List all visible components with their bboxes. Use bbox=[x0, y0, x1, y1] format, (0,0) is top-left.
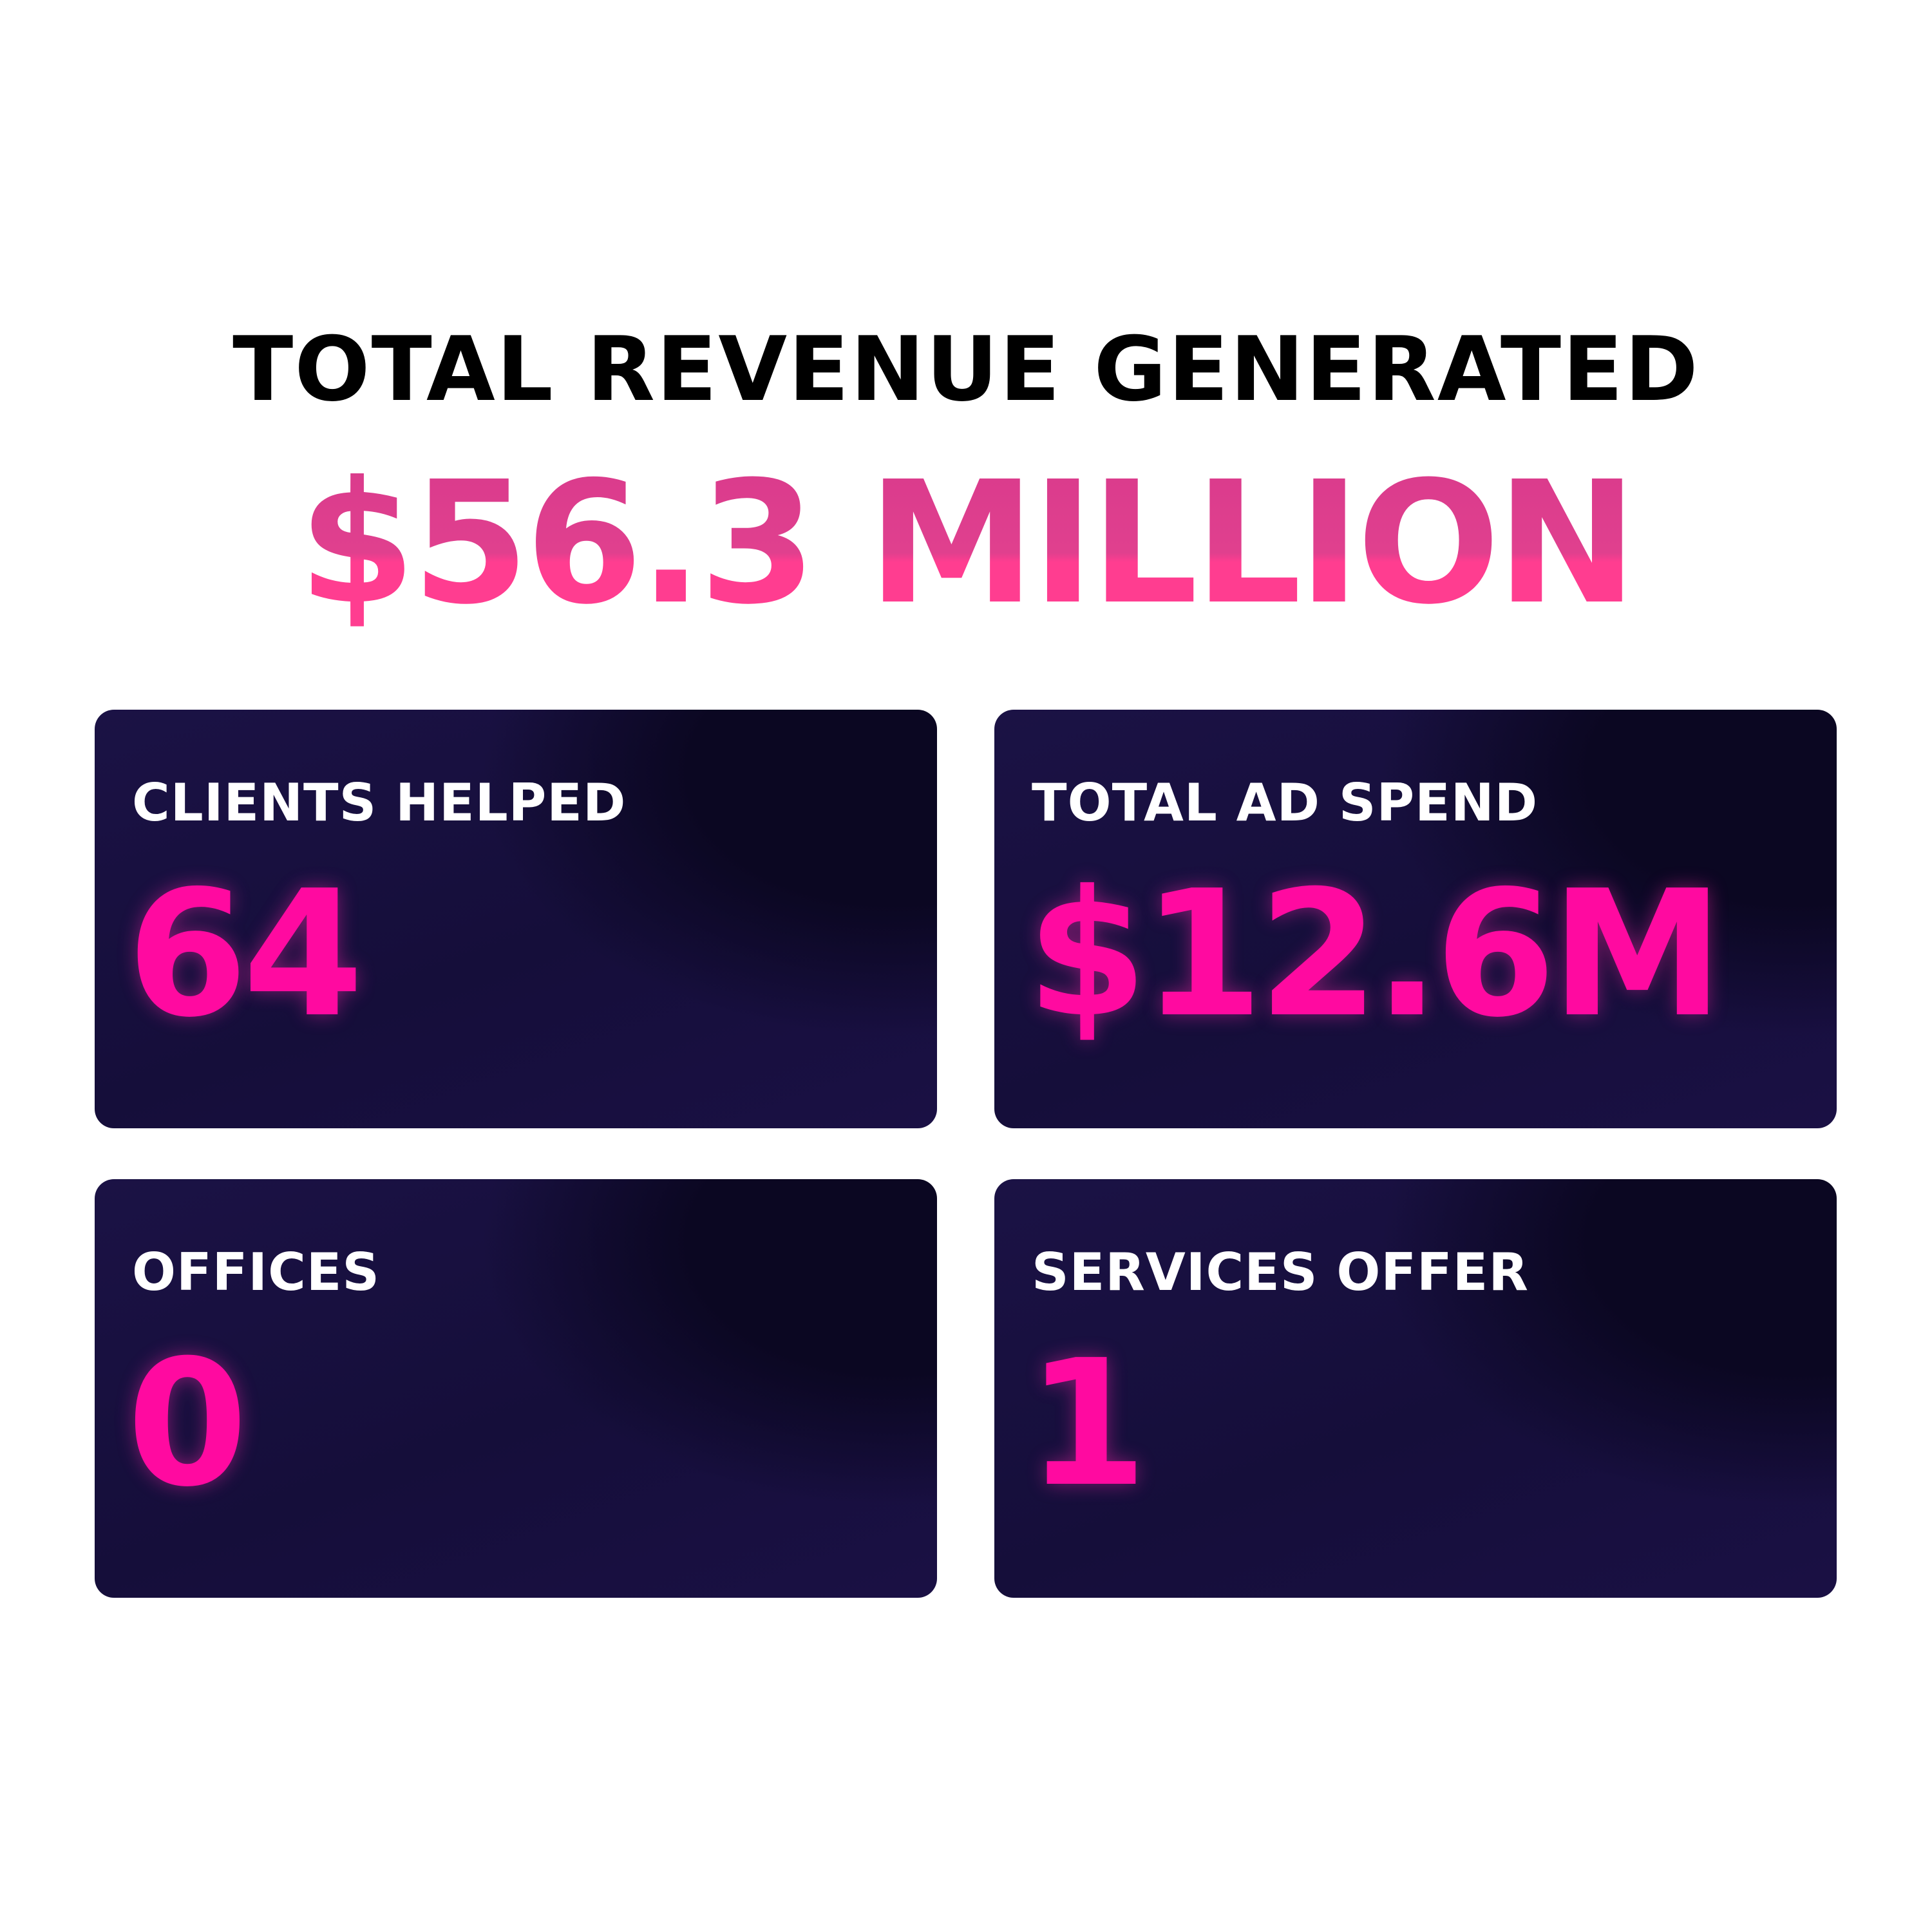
stat-value: 0 bbox=[127, 1322, 248, 1525]
stat-label: SERVICES OFFER bbox=[1032, 1242, 1529, 1302]
headline: TOTAL REVENUE GENERATED bbox=[232, 317, 1700, 421]
stat-label: TOTAL AD SPEND bbox=[1032, 773, 1539, 833]
stat-card: TOTAL AD SPEND $12.6M bbox=[994, 710, 1837, 1128]
stat-label: OFFICES bbox=[132, 1242, 381, 1302]
stat-value: $12.6M bbox=[1027, 853, 1724, 1056]
headline-value: $56.3 MILLION bbox=[0, 450, 1932, 636]
stat-card: SERVICES OFFER 1 bbox=[994, 1179, 1837, 1598]
stat-card: OFFICES 0 bbox=[95, 1179, 937, 1598]
stat-value: 64 bbox=[127, 853, 364, 1056]
stat-label: CLIENTS HELPED bbox=[132, 773, 627, 833]
stat-value: 1 bbox=[1027, 1322, 1148, 1525]
stat-card: CLIENTS HELPED 64 bbox=[95, 710, 937, 1128]
